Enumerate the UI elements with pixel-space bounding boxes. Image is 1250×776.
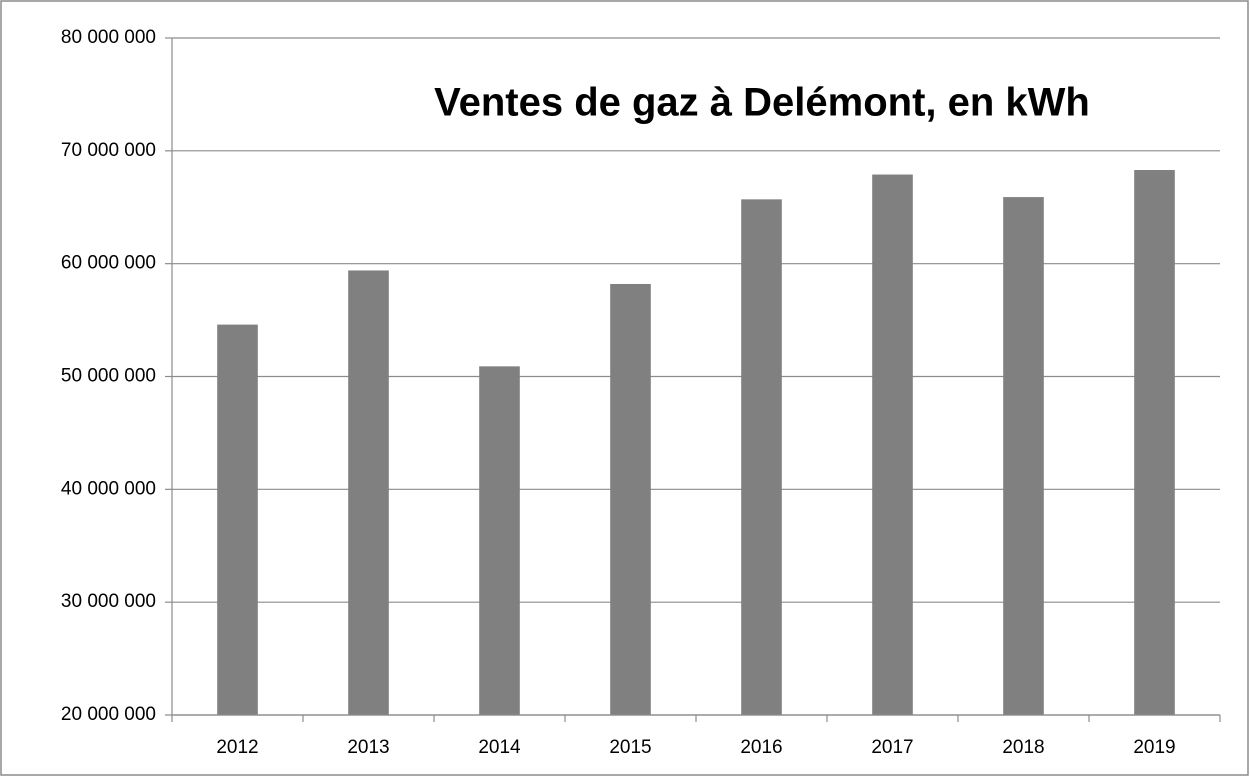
bar: [741, 199, 782, 715]
x-tick-label: 2015: [609, 737, 651, 758]
bar: [1134, 170, 1175, 715]
bar: [217, 324, 258, 715]
bar: [479, 366, 520, 715]
x-tick-label: 2016: [740, 737, 782, 758]
bar: [348, 270, 389, 715]
y-tick-label: 80 000 000: [61, 27, 156, 48]
y-tick-label: 40 000 000: [61, 478, 156, 499]
y-tick-label: 20 000 000: [61, 704, 156, 725]
bar: [1003, 197, 1044, 716]
x-tick-label: 2017: [871, 737, 913, 758]
y-tick-label: 60 000 000: [61, 253, 156, 274]
x-tick-label: 2013: [347, 737, 389, 758]
x-tick-label: 2019: [1133, 737, 1175, 758]
bar: [610, 283, 651, 715]
y-tick-label: 50 000 000: [61, 366, 156, 387]
x-tick-label: 2012: [216, 737, 258, 758]
y-tick-label: 30 000 000: [61, 591, 156, 612]
x-tick-label: 2018: [1002, 737, 1044, 758]
bar: [872, 174, 913, 716]
y-tick-label: 70 000 000: [61, 140, 156, 161]
x-tick-label: 2014: [478, 737, 521, 758]
chart-title: Ventes de gaz à Delémont, en kWh: [434, 81, 1090, 125]
